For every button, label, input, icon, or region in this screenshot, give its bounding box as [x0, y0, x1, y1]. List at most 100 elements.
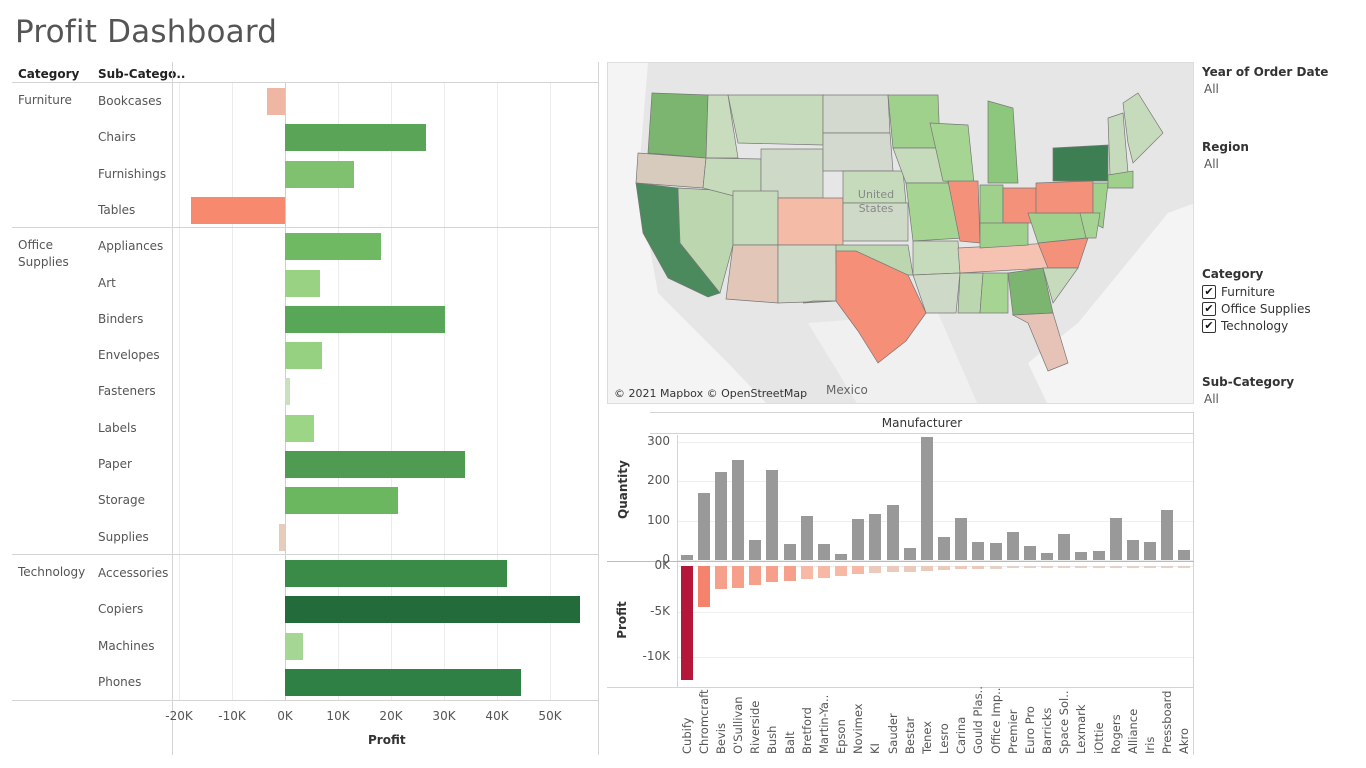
manufacturer-profit-bar[interactable]: [972, 566, 985, 569]
manufacturer-profit-bar[interactable]: [989, 566, 1002, 569]
manufacturer-label[interactable]: Novimex: [851, 703, 866, 754]
manufacturer-profit-bar[interactable]: [1178, 566, 1191, 568]
filter-subcategory-value[interactable]: All: [1204, 392, 1219, 406]
subcategory-label[interactable]: Supplies: [98, 529, 149, 544]
manufacturer-label[interactable]: Pressboard: [1160, 690, 1175, 754]
filter-region-value[interactable]: All: [1204, 157, 1219, 171]
manufacturer-label[interactable]: Bretford: [799, 707, 814, 754]
profit-bar[interactable]: [285, 487, 398, 515]
manufacturer-profit-bar[interactable]: [938, 566, 951, 570]
manufacturer-label[interactable]: Premier: [1005, 709, 1020, 754]
map-credit[interactable]: © 2021 Mapbox © OpenStreetMap: [614, 387, 808, 400]
profit-bar[interactable]: [285, 124, 426, 152]
filter-region[interactable]: Region All: [1202, 140, 1249, 171]
filter-category[interactable]: Category ✔ Furniture ✔ Office Supplies ✔…: [1202, 267, 1311, 334]
manufacturer-label[interactable]: Chromcraft: [696, 689, 711, 755]
subcategory-label[interactable]: Phones: [98, 674, 142, 689]
manufacturer-profit-bar[interactable]: [714, 566, 727, 589]
quantity-bar[interactable]: [1075, 552, 1088, 560]
category-label[interactable]: Furniture: [18, 93, 72, 107]
manufacturer-label[interactable]: Barricks: [1040, 707, 1055, 754]
quantity-bar[interactable]: [697, 493, 710, 560]
manufacturer-profit-bar[interactable]: [732, 566, 745, 588]
profit-bar[interactable]: [285, 233, 382, 261]
manufacturer-label[interactable]: Lesro: [937, 723, 952, 754]
quantity-bar[interactable]: [800, 515, 813, 560]
manufacturer-label[interactable]: Alliance: [1125, 708, 1140, 754]
profit-bar[interactable]: [191, 196, 285, 224]
subcategory-label[interactable]: Furnishings: [98, 166, 167, 181]
manufacturer-label[interactable]: Gould Plas..: [971, 686, 986, 754]
quantity-bar[interactable]: [749, 539, 762, 560]
quantity-bar[interactable]: [903, 548, 916, 560]
quantity-bar[interactable]: [886, 504, 899, 560]
manufacturer-profit-bar[interactable]: [800, 566, 813, 579]
quantity-bar[interactable]: [714, 471, 727, 560]
quantity-bar[interactable]: [938, 537, 951, 560]
quantity-bar[interactable]: [1178, 550, 1191, 560]
quantity-bar[interactable]: [1023, 546, 1036, 560]
profit-bar[interactable]: [285, 596, 580, 624]
profit-bar[interactable]: [266, 88, 285, 115]
profit-bar[interactable]: [285, 414, 315, 442]
manufacturer-label[interactable]: Bevis: [713, 723, 728, 754]
manufacturer-profit-bar[interactable]: [835, 566, 848, 576]
category-label[interactable]: Technology: [18, 564, 86, 579]
subcategory-label[interactable]: Paper: [98, 457, 132, 471]
manufacturer-profit-bar[interactable]: [680, 566, 693, 680]
manufacturer-label[interactable]: Space Sol..: [1057, 690, 1072, 754]
quantity-bar[interactable]: [852, 519, 865, 560]
subcategory-label[interactable]: Art: [98, 275, 116, 290]
checkbox-checked-icon[interactable]: ✔: [1202, 301, 1216, 316]
quantity-bar[interactable]: [920, 437, 933, 560]
manufacturer-profit-bar[interactable]: [1075, 566, 1088, 568]
manufacturer-profit-bar[interactable]: [697, 566, 710, 607]
quantity-bar[interactable]: [1092, 550, 1105, 560]
subcategory-label[interactable]: Fasteners: [98, 384, 156, 399]
manufacturer-profit-bar[interactable]: [1144, 566, 1157, 568]
filter-subcategory[interactable]: Sub-Category All: [1202, 375, 1294, 406]
subcategory-label[interactable]: Copiers: [98, 602, 144, 617]
manufacturer-label[interactable]: Martin-Ya..: [816, 694, 831, 754]
manufacturer-label[interactable]: Balt: [782, 731, 797, 754]
subcategory-label[interactable]: Chairs: [98, 130, 136, 145]
manufacturer-label[interactable]: KI: [868, 743, 883, 754]
checkbox-checked-icon[interactable]: ✔: [1202, 284, 1216, 299]
profit-bar[interactable]: [278, 523, 285, 551]
quantity-bar[interactable]: [1006, 532, 1019, 560]
category-label[interactable]: Office Supplies: [18, 238, 69, 270]
manufacturer-profit-bar[interactable]: [817, 566, 830, 578]
quantity-bar[interactable]: [766, 469, 779, 560]
subcategory-label[interactable]: Tables: [98, 202, 136, 217]
manufacturer-profit-bar[interactable]: [783, 566, 796, 582]
manufacturer-profit-bar[interactable]: [1126, 566, 1139, 568]
subcategory-label[interactable]: Machines: [98, 638, 155, 653]
profit-bar[interactable]: [285, 305, 446, 333]
manufacturer-label[interactable]: Euro Pro: [1022, 706, 1037, 754]
filter-option-technology[interactable]: ✔ Technology: [1202, 317, 1311, 334]
subcategory-label[interactable]: Bookcases: [98, 94, 162, 108]
filter-year-value[interactable]: All: [1204, 82, 1219, 96]
quantity-bar[interactable]: [817, 544, 830, 560]
checkbox-checked-icon[interactable]: ✔: [1202, 318, 1216, 333]
manufacturer-profit-bar[interactable]: [955, 566, 968, 570]
quantity-bar[interactable]: [680, 555, 693, 560]
profit-bar[interactable]: [285, 160, 355, 188]
profit-bar[interactable]: [285, 342, 322, 370]
quantity-bar[interactable]: [783, 544, 796, 560]
manufacturer-label[interactable]: Carina: [954, 716, 969, 754]
manufacturer-profit-bar[interactable]: [852, 566, 865, 575]
manufacturer-label[interactable]: Lexmark: [1074, 704, 1089, 754]
profit-bar[interactable]: [285, 632, 303, 660]
quantity-bar[interactable]: [1109, 517, 1122, 560]
manufacturer-label[interactable]: Bush: [765, 725, 780, 754]
manufacturer-profit-bar[interactable]: [1109, 566, 1122, 568]
profit-map[interactable]: United States Mexico © 2021 Mapbox © Ope…: [607, 62, 1194, 404]
quantity-bar[interactable]: [1161, 509, 1174, 560]
profit-bar[interactable]: [285, 559, 508, 587]
filter-option-office-supplies[interactable]: ✔ Office Supplies: [1202, 300, 1311, 317]
manufacturer-profit-bar[interactable]: [1041, 566, 1054, 568]
quantity-bar[interactable]: [1041, 553, 1054, 560]
filter-option-furniture[interactable]: ✔ Furniture: [1202, 283, 1311, 300]
profit-bar[interactable]: [285, 668, 521, 696]
